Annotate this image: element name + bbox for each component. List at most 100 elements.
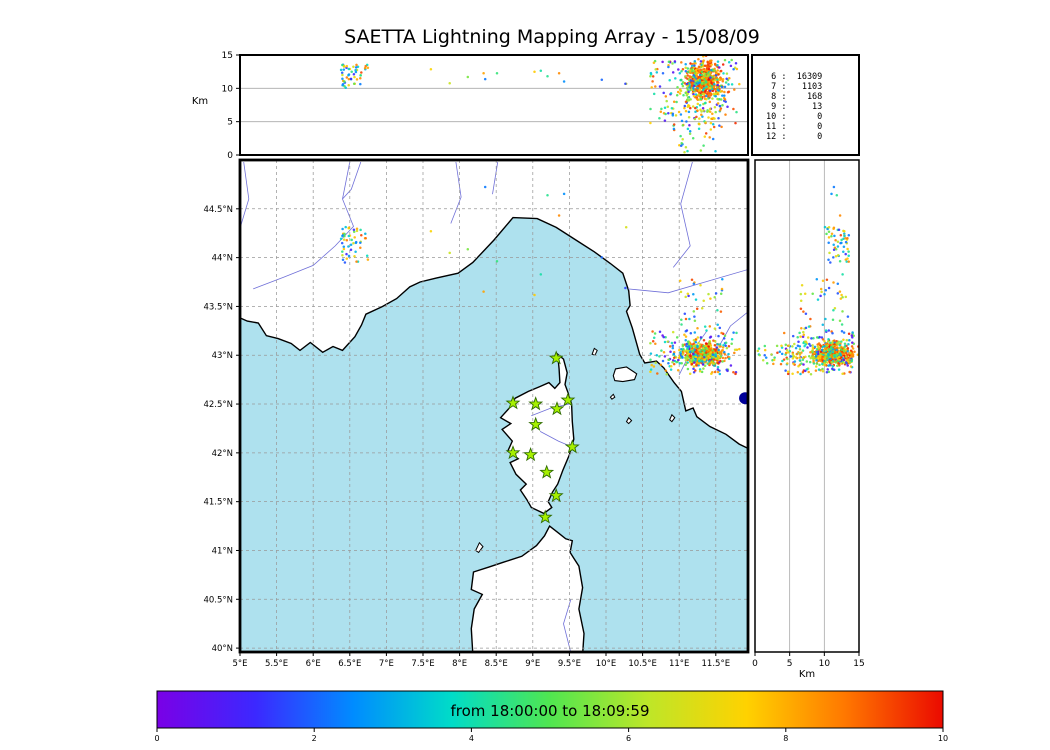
source-point: [716, 80, 719, 84]
source-point: [702, 109, 705, 112]
source-point: [796, 344, 800, 348]
source-point: [688, 132, 692, 136]
source-point: [685, 356, 689, 360]
source-point: [429, 230, 433, 233]
source-point: [782, 358, 786, 361]
source-point: [347, 67, 351, 71]
source-point: [843, 345, 846, 349]
source-point: [833, 357, 836, 360]
source-point: [684, 70, 688, 73]
source-point: [690, 362, 694, 366]
source-point: [686, 350, 690, 353]
source-point: [700, 76, 704, 80]
source-point: [681, 124, 685, 127]
source-point: [842, 350, 846, 353]
source-point: [847, 343, 850, 346]
source-point: [705, 81, 708, 84]
source-point: [821, 362, 824, 366]
source-point: [826, 227, 829, 231]
source-point: [693, 315, 696, 318]
alt-tick-label-bottom: 0: [752, 659, 758, 669]
source-point: [713, 344, 717, 347]
source-point: [466, 247, 470, 251]
source-point: [839, 297, 843, 300]
source-point: [557, 71, 561, 75]
source-point: [675, 100, 678, 104]
source-point: [831, 344, 835, 348]
alt-tick-label: 10: [222, 84, 234, 94]
source-point: [706, 110, 709, 113]
source-point: [678, 143, 681, 147]
source-point: [702, 355, 706, 359]
source-point: [701, 89, 705, 92]
source-point: [706, 362, 709, 365]
source-point: [820, 336, 824, 339]
source-point: [708, 73, 711, 76]
source-point: [448, 82, 451, 85]
source-point: [663, 355, 667, 358]
source-point: [708, 110, 712, 113]
source-point: [694, 68, 698, 72]
source-point: [693, 345, 697, 348]
source-point: [680, 119, 684, 123]
source-point: [721, 63, 725, 66]
source-point: [687, 352, 690, 356]
source-point: [713, 296, 716, 299]
source-point: [654, 85, 657, 88]
source-point: [797, 340, 800, 343]
source-point: [652, 92, 656, 96]
source-point: [711, 353, 715, 356]
source-point: [684, 75, 687, 78]
source-point: [359, 241, 362, 245]
source-point: [716, 357, 719, 361]
river-line: [450, 161, 462, 224]
source-point: [429, 67, 433, 71]
source-point: [710, 85, 714, 88]
source-point: [726, 105, 729, 108]
source-point: [694, 359, 697, 362]
source-point: [339, 237, 343, 240]
source-point: [735, 331, 738, 335]
source-point: [803, 344, 806, 348]
source-point: [831, 318, 835, 321]
source-point: [717, 73, 720, 76]
mainland-coastline: [240, 160, 748, 450]
source-point: [711, 349, 714, 352]
source-point: [789, 355, 792, 358]
source-point: [815, 278, 819, 281]
source-point: [724, 113, 727, 116]
source-point: [828, 364, 832, 367]
source-point: [695, 97, 699, 100]
source-point: [832, 309, 835, 312]
source-point: [846, 364, 849, 367]
source-point: [701, 62, 704, 65]
source-point: [694, 369, 697, 372]
source-point: [723, 334, 727, 337]
source-point: [349, 77, 353, 81]
source-point: [697, 122, 701, 126]
source-point: [680, 70, 683, 73]
lon-tick-label: 9°E: [525, 659, 540, 669]
source-point: [828, 355, 832, 359]
source-point: [799, 299, 803, 302]
source-point: [835, 340, 838, 343]
lon-tick-label: 6.5°E: [338, 659, 361, 669]
source-point: [718, 124, 721, 127]
source-point: [702, 82, 706, 85]
source-point: [347, 73, 351, 76]
source-point: [562, 80, 566, 83]
source-point: [819, 359, 822, 363]
source-point: [665, 372, 668, 376]
lon-tick-label: 9.5°E: [558, 659, 581, 669]
source-point: [733, 348, 737, 351]
source-point: [733, 66, 737, 69]
source-point: [719, 69, 723, 73]
source-point: [835, 353, 838, 357]
source-point: [713, 327, 717, 330]
source-point: [675, 336, 679, 339]
source-point: [684, 63, 687, 66]
source-point: [684, 317, 688, 321]
source-point: [708, 83, 712, 87]
source-point: [562, 192, 566, 196]
source-point: [676, 90, 680, 94]
